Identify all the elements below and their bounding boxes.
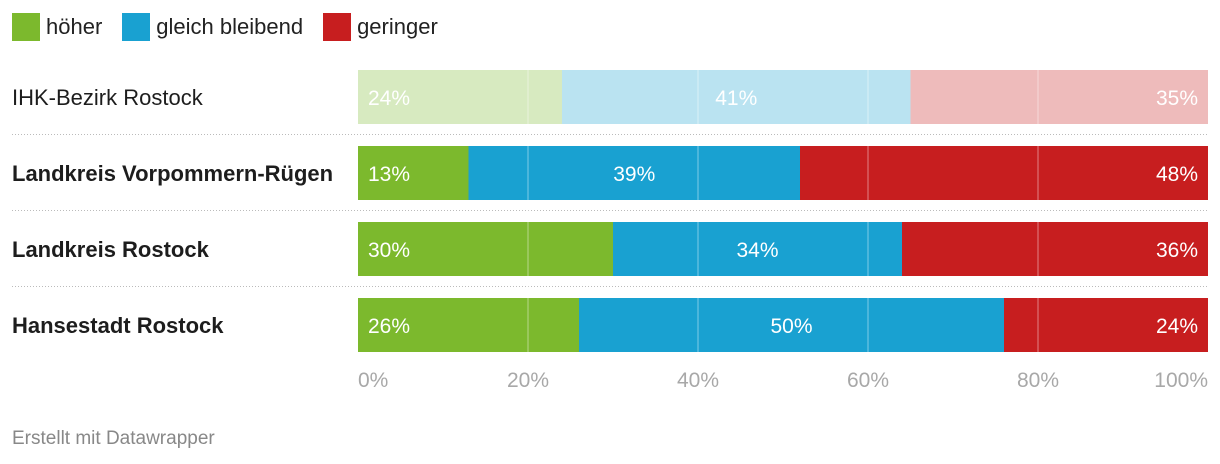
legend: höher gleich bleibend geringer <box>12 12 458 42</box>
bar-höher-ihk-bezirk-rostock <box>358 70 562 124</box>
legend-swatch-hoeher <box>12 13 40 41</box>
x-tick-label-0: 0% <box>358 369 388 392</box>
bar-höher-landkreis-vorpommern-rügen <box>358 146 469 200</box>
legend-item-hoeher: höher <box>12 13 102 41</box>
value-label-höher-landkreis-vorpommern-rügen: 13% <box>368 163 410 186</box>
category-label-ihk-bezirk-rostock: IHK-Bezirk Rostock <box>12 85 204 110</box>
value-label-höher-ihk-bezirk-rostock: 24% <box>368 87 410 110</box>
bar-gleich-bleibend-landkreis-vorpommern-rügen <box>468 146 800 200</box>
bar-geringer-hansestadt-rostock <box>1004 298 1208 352</box>
value-label-gleich-bleibend-landkreis-vorpommern-rügen: 39% <box>613 163 655 186</box>
category-label-landkreis-vorpommern-rügen: Landkreis Vorpommern-Rügen <box>12 161 333 186</box>
value-label-gleich-bleibend-landkreis-rostock: 34% <box>736 239 778 262</box>
x-tick-label-100: 100% <box>1154 369 1208 392</box>
bar-geringer-landkreis-vorpommern-rügen <box>800 146 1208 200</box>
x-tick-label-20: 20% <box>507 369 549 392</box>
value-label-gleich-bleibend-ihk-bezirk-rostock: 41% <box>715 87 757 110</box>
category-label-landkreis-rostock: Landkreis Rostock <box>12 237 210 262</box>
legend-label-hoeher: höher <box>46 14 103 39</box>
footer-credit: Erstellt mit Datawrapper <box>12 428 215 449</box>
value-label-gleich-bleibend-hansestadt-rostock: 50% <box>770 315 812 338</box>
bar-gleich-bleibend-ihk-bezirk-rostock <box>562 70 911 124</box>
value-label-geringer-ihk-bezirk-rostock: 35% <box>1156 87 1198 110</box>
legend-label-geringer: geringer <box>357 14 438 39</box>
x-tick-label-80: 80% <box>1017 369 1059 392</box>
bar-gleich-bleibend-hansestadt-rostock <box>579 298 1004 352</box>
x-tick-label-60: 60% <box>847 369 889 392</box>
legend-label-gleich-bleibend: gleich bleibend <box>156 14 304 39</box>
value-label-höher-landkreis-rostock: 30% <box>368 239 410 262</box>
legend-item-geringer: geringer <box>323 13 438 41</box>
bar-gleich-bleibend-landkreis-rostock <box>613 222 902 276</box>
legend-item-gleich-bleibend: gleich bleibend <box>122 13 303 41</box>
bar-höher-hansestadt-rostock <box>358 298 579 352</box>
value-label-geringer-landkreis-vorpommern-rügen: 48% <box>1156 163 1198 186</box>
legend-swatch-geringer <box>323 13 352 41</box>
x-tick-label-40: 40% <box>677 369 719 392</box>
value-label-geringer-hansestadt-rostock: 24% <box>1156 315 1198 338</box>
value-label-geringer-landkreis-rostock: 36% <box>1156 239 1198 262</box>
legend-swatch-gleich-bleibend <box>122 13 151 41</box>
bar-höher-landkreis-rostock <box>358 222 613 276</box>
category-label-hansestadt-rostock: Hansestadt Rostock <box>12 313 224 338</box>
value-label-höher-hansestadt-rostock: 26% <box>368 315 410 338</box>
bar-geringer-ihk-bezirk-rostock <box>910 70 1208 124</box>
bar-geringer-landkreis-rostock <box>902 222 1208 276</box>
